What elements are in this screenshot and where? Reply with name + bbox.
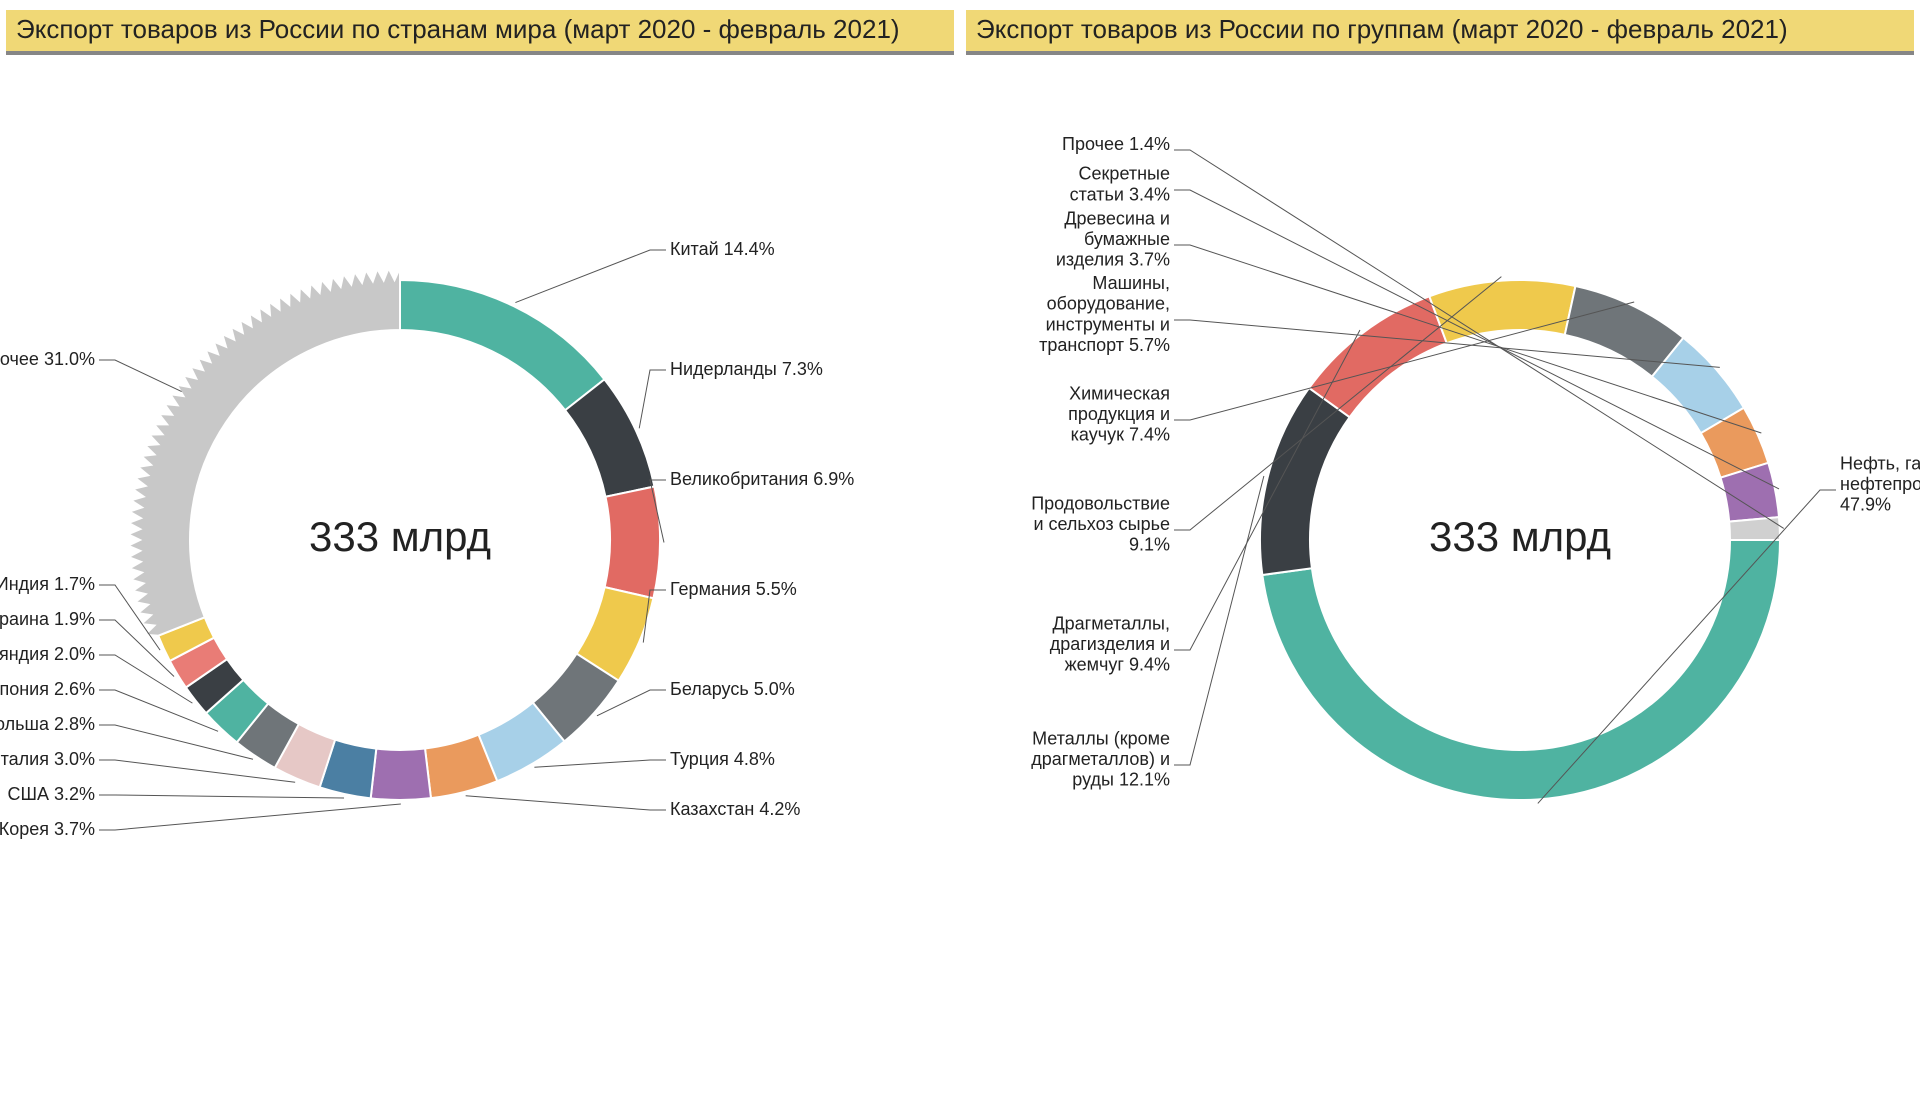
segment-label: Казахстан 4.2% bbox=[670, 799, 800, 819]
segment-label: Германия 5.5% bbox=[670, 579, 797, 599]
segment-label: США 3.2% bbox=[7, 784, 95, 804]
segment-label: Металлы (кромедрагметаллов) ируды 12.1% bbox=[1031, 728, 1170, 789]
segment-label: Беларусь 5.0% bbox=[670, 679, 795, 699]
donut-segment bbox=[128, 268, 400, 636]
segment-label: Украина 1.9% bbox=[0, 609, 95, 629]
segment-label: Китай 14.4% bbox=[670, 239, 775, 259]
left-panel: Экспорт товаров из России по странам мир… bbox=[0, 0, 960, 1095]
leader-line bbox=[639, 370, 666, 428]
donut-center-value: 333 млрд bbox=[1429, 513, 1611, 560]
segment-label: Индия 1.7% bbox=[0, 574, 95, 594]
donut-segment bbox=[400, 280, 604, 410]
segment-label: Машины,оборудование,инструменты итранспо… bbox=[1039, 273, 1170, 355]
right-donut-chart: 333 млрд Нефть, газ инефтепродукты47.9% Ме… bbox=[960, 60, 1920, 1095]
segment-label: Нефть, газ инефтепродукты47.9% bbox=[1840, 453, 1920, 514]
donut-segment bbox=[1260, 388, 1350, 575]
right-chart-wrap: 333 млрд Нефть, газ инефтепродукты47.9% Ме… bbox=[960, 60, 1920, 1095]
segment-label: Прочее 1.4% bbox=[1062, 134, 1170, 154]
segment-label: Япония 2.6% bbox=[0, 679, 95, 699]
right-title-bar: Экспорт товаров из России по группам (ма… bbox=[966, 10, 1914, 55]
leader-line bbox=[1174, 150, 1784, 528]
leader-line bbox=[515, 250, 666, 303]
segment-label: Италия 3.0% bbox=[0, 749, 95, 769]
segment-label: Турция 4.8% bbox=[670, 749, 775, 769]
donut-segment bbox=[1262, 540, 1780, 800]
leader-line bbox=[466, 796, 666, 810]
leader-line bbox=[99, 795, 344, 798]
left-donut-chart: 333 млрд Китай 14.4% Нидерланды 7.3% Велико… bbox=[0, 60, 960, 1095]
segment-label: Продовольствиеи сельхоз сырье9.1% bbox=[1031, 493, 1170, 554]
segment-label: Прочее 31.0% bbox=[0, 349, 95, 369]
right-panel: Экспорт товаров из России по группам (ма… bbox=[960, 0, 1920, 1095]
leader-line bbox=[534, 760, 666, 767]
segment-label: Великобритания 6.9% bbox=[670, 469, 854, 489]
segment-label: Южная Корея 3.7% bbox=[0, 819, 95, 839]
donut-segment bbox=[605, 486, 660, 598]
donut-segment bbox=[371, 749, 431, 800]
segment-label: Химическаяпродукция икаучук 7.4% bbox=[1068, 383, 1170, 444]
left-title-bar: Экспорт товаров из России по странам мир… bbox=[6, 10, 954, 55]
segment-label: Нидерланды 7.3% bbox=[670, 359, 823, 379]
segment-label: Польша 2.8% bbox=[0, 714, 95, 734]
left-chart-wrap: 333 млрд Китай 14.4% Нидерланды 7.3% Велико… bbox=[0, 60, 960, 1095]
segment-label: Древесина ибумажныеизделия 3.7% bbox=[1056, 208, 1170, 269]
page: Экспорт товаров из России по странам мир… bbox=[0, 0, 1920, 1095]
leader-line bbox=[99, 804, 401, 830]
donut-segment bbox=[1429, 280, 1575, 343]
segment-label: Финляндия 2.0% bbox=[0, 644, 95, 664]
leader-line bbox=[1174, 476, 1264, 765]
segment-label: Драгметаллы,драгизделия ижемчуг 9.4% bbox=[1050, 613, 1170, 674]
leader-line bbox=[99, 360, 182, 392]
donut-center-value: 333 млрд bbox=[309, 513, 491, 560]
segment-label: Секретныестатьи 3.4% bbox=[1070, 164, 1170, 205]
